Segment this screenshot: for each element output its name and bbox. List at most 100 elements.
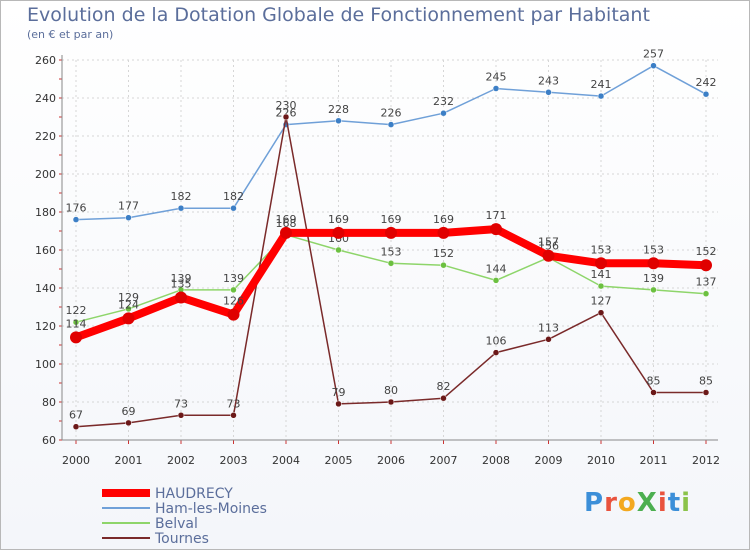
- data-point-belval: [440, 261, 447, 269]
- data-label-belval: 139: [171, 272, 192, 285]
- data-point-tournes: [72, 423, 80, 430]
- data-label-haudrecy: 126: [223, 295, 244, 308]
- data-point-tournes: [125, 419, 132, 427]
- y-tick-label: 120: [35, 320, 56, 333]
- data-label-haudrecy: 157: [538, 236, 559, 249]
- y-tick-label: 240: [35, 92, 56, 105]
- data-point-haudrecy: [542, 249, 555, 262]
- data-label-haudrecy: 124: [118, 298, 139, 311]
- data-point-haudrecy: [647, 257, 660, 270]
- data-label-belval: 168: [276, 217, 297, 230]
- data-point-ham-les-moines: [650, 62, 657, 69]
- data-point-haudrecy: [385, 226, 397, 239]
- data-label-belval: 137: [696, 276, 717, 289]
- data-point-haudrecy: [175, 291, 187, 304]
- data-label-haudrecy: 169: [433, 213, 454, 226]
- data-point-haudrecy: [280, 226, 292, 239]
- x-tick-label: 2010: [587, 454, 615, 467]
- data-label-haudrecy: 135: [171, 278, 192, 291]
- data-label-tournes: 69: [122, 405, 136, 418]
- data-point-tournes: [702, 389, 710, 396]
- data-label-ham-les-moines: 242: [696, 76, 717, 89]
- data-label-haudrecy: 171: [486, 209, 507, 222]
- data-label-ham-les-moines: 228: [328, 103, 349, 116]
- data-label-tournes: 73: [174, 397, 188, 410]
- data-label-ham-les-moines: 176: [66, 202, 87, 215]
- x-tick-label: 2009: [535, 454, 563, 467]
- y-tick-label: 220: [35, 130, 56, 143]
- data-point-tournes: [335, 400, 342, 408]
- data-label-tournes: 127: [591, 295, 612, 308]
- data-point-belval: [702, 290, 710, 297]
- data-label-ham-les-moines: 243: [538, 74, 559, 87]
- x-tick-label: 2004: [272, 454, 300, 467]
- data-point-haudrecy: [332, 226, 345, 239]
- x-tick-label: 2005: [325, 454, 353, 467]
- chart-title: Evolution de la Dotation Globale de Fonc…: [27, 4, 650, 26]
- data-point-haudrecy: [70, 331, 82, 344]
- data-point-tournes: [492, 349, 500, 356]
- data-label-belval: 153: [381, 245, 402, 258]
- data-label-belval: 152: [433, 247, 454, 260]
- data-label-tournes: 113: [538, 321, 559, 334]
- data-point-ham-les-moines: [387, 121, 395, 128]
- legend-label-ham-les-moines: Ham-les-Moines: [155, 501, 267, 517]
- data-point-haudrecy: [437, 226, 450, 239]
- x-tick-label: 2003: [220, 454, 248, 467]
- data-point-ham-les-moines: [440, 109, 447, 117]
- data-label-haudrecy: 152: [696, 245, 717, 258]
- legend-label-haudrecy: HAUDRECY: [155, 486, 233, 502]
- data-point-tournes: [230, 412, 237, 419]
- data-label-haudrecy: 169: [328, 213, 349, 226]
- chart-subtitle: (en € et par an): [27, 28, 114, 41]
- x-tick-label: 2006: [377, 454, 405, 467]
- data-label-ham-les-moines: 241: [591, 78, 612, 91]
- x-tick-label: 2001: [115, 454, 143, 467]
- data-label-haudrecy: 169: [381, 213, 402, 226]
- data-label-tournes: 73: [227, 397, 241, 410]
- data-point-ham-les-moines: [335, 117, 342, 125]
- data-point-belval: [387, 260, 395, 267]
- data-point-tournes: [177, 412, 185, 419]
- data-point-tournes: [650, 389, 657, 396]
- data-point-belval: [335, 246, 342, 254]
- data-label-tournes: 85: [647, 375, 661, 388]
- series: 176 177 182 182 226 228 226 232 245 243 241 257 242 1…: [66, 48, 717, 430]
- data-point-tournes: [440, 394, 447, 402]
- data-label-haudrecy: 169: [276, 213, 297, 226]
- data-point-ham-les-moines: [177, 204, 185, 212]
- proxiti-logo: ProXiti: [584, 488, 692, 518]
- data-point-ham-les-moines: [72, 216, 80, 223]
- data-label-tournes: 79: [332, 386, 346, 399]
- data-point-ham-les-moines: [492, 85, 500, 92]
- data-point-haudrecy: [227, 308, 240, 321]
- y-tick-label: 140: [35, 282, 56, 295]
- data-point-ham-les-moines: [230, 204, 237, 212]
- data-point-haudrecy: [490, 223, 502, 236]
- x-tick-label: 2007: [430, 454, 458, 467]
- y-tick-label: 80: [42, 396, 56, 409]
- y-tick-label: 200: [35, 168, 56, 181]
- data-label-belval: 141: [591, 268, 612, 281]
- data-label-ham-les-moines: 182: [171, 190, 192, 203]
- y-tick-label: 160: [35, 244, 56, 257]
- data-point-tournes: [282, 113, 290, 121]
- data-point-tournes: [387, 398, 395, 406]
- data-label-tournes: 82: [437, 380, 451, 393]
- data-label-tournes: 80: [384, 384, 398, 397]
- data-label-belval: 144: [486, 262, 507, 275]
- data-label-ham-les-moines: 257: [643, 48, 664, 61]
- x-tick-label: 2002: [167, 454, 195, 467]
- data-point-belval: [72, 318, 80, 326]
- data-label-belval: 139: [223, 272, 244, 285]
- data-point-belval: [125, 305, 132, 313]
- x-tick-label: 2000: [62, 454, 90, 467]
- axes: 60 80 100 120 140 160 180 200 220 240 260 2000 2001 2…: [35, 54, 720, 467]
- data-label-haudrecy: 114: [66, 317, 87, 330]
- x-tick-label: 2011: [640, 454, 668, 467]
- data-label-belval: 139: [643, 272, 664, 285]
- data-point-tournes: [597, 309, 605, 316]
